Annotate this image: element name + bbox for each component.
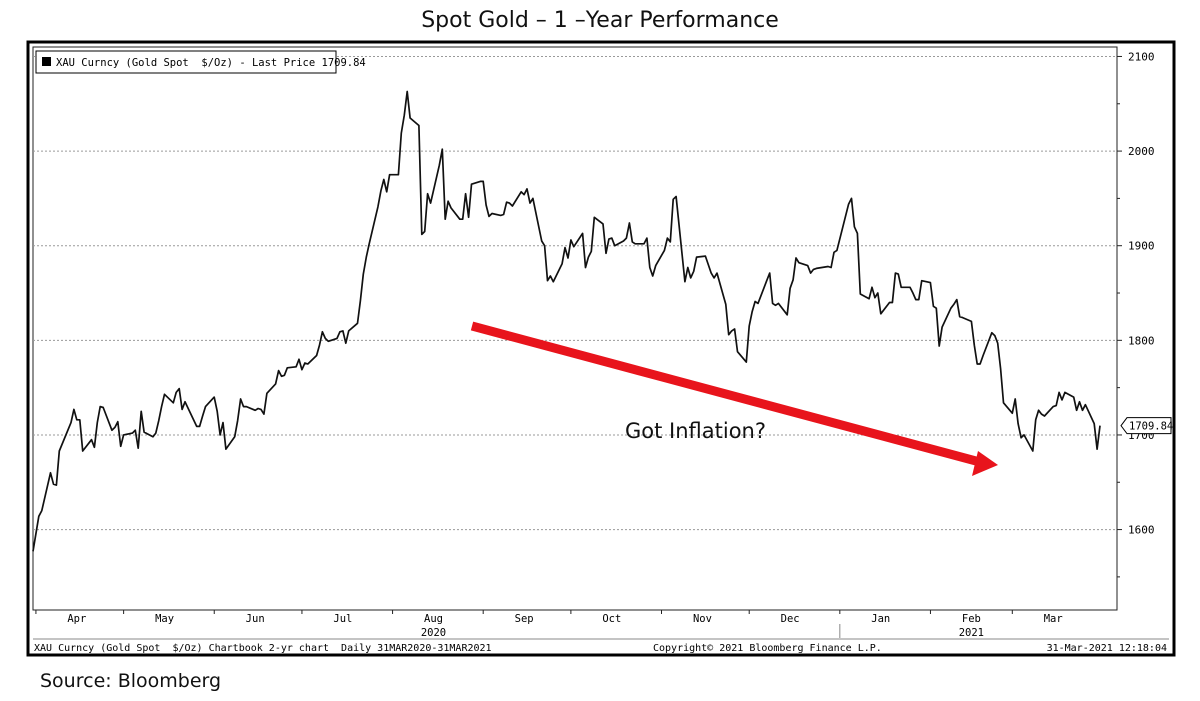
last-price-tag-shape (1120, 417, 1172, 435)
y-tick-label: 1800 (1128, 334, 1155, 347)
x-tick-label: Mar (1044, 613, 1063, 625)
x-tick-label: Sep (515, 613, 534, 625)
footer-right: 31-Mar-2021 12:18:04 (1047, 643, 1167, 654)
x-tick-label: Aug (424, 613, 443, 625)
price-line (32, 90, 1101, 552)
plot-area (32, 46, 1118, 611)
trend-arrow-head (972, 451, 998, 476)
x-tick-label: Feb (962, 613, 981, 625)
annotation-text: Got Inflation? (625, 419, 766, 443)
legend-box (35, 50, 337, 74)
trend-arrow (470, 321, 998, 476)
y-tick-label: 2100 (1128, 50, 1155, 63)
legend-label: XAU Curncy (Gold Spot $/Oz) - Last Price… (56, 57, 366, 69)
x-tick-label: Jul (333, 613, 352, 625)
source-note: Source: Bloomberg (40, 670, 222, 692)
legend-swatch (42, 57, 51, 66)
x-tick-label: Oct (602, 613, 621, 625)
x-tick-label: Jun (246, 613, 265, 625)
page-title: Spot Gold – 1 –Year Performance (421, 8, 779, 33)
last-price-tag: 1709.84 (1120, 417, 1173, 435)
x-axis: Apr May Jun Jul Aug 2020 Sep Oct Nov Dec Jan Feb 202… (35, 610, 1063, 639)
legend: XAU Curncy (Gold Spot $/Oz) - Last Price… (35, 50, 366, 74)
x-tick-label: Dec (781, 613, 800, 625)
x-tick-label: Jan (871, 613, 890, 625)
y-tick-label: 1900 (1128, 240, 1155, 253)
footer-center: Copyright© 2021 Bloomberg Finance L.P. (653, 643, 882, 654)
y-tick-label: 2000 (1128, 145, 1155, 158)
x-tick-label: Nov (693, 613, 712, 625)
trend-arrow-shaft (470, 321, 978, 466)
y-tick-label: 1600 (1128, 524, 1155, 537)
x-year-label: 2020 (421, 627, 446, 639)
footer-left: XAU Curncy (Gold Spot $/Oz) Chartbook 2-… (34, 643, 492, 654)
x-tick-label: Apr (67, 613, 86, 625)
x-tick-label: May (155, 613, 174, 625)
x-year-label: 2021 (959, 627, 984, 639)
last-price-label: 1709.84 (1129, 421, 1173, 433)
